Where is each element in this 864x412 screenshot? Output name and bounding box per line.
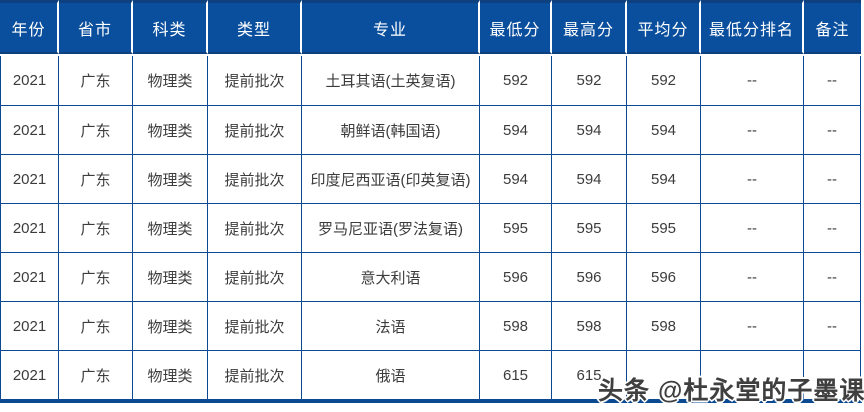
cell-max-score: 594 (552, 105, 627, 154)
cell-major: 土耳其语(土英复语) (302, 56, 480, 105)
column-header-province: 省市 (59, 0, 133, 54)
cell-min-score-rank: -- (701, 154, 804, 203)
cell-subject-category: 物理类 (133, 154, 208, 203)
admission-score-table: 年份 省市 科类 类型 专业 最低分 最高分 平均分 最低分排名 备注 2021… (0, 0, 862, 403)
cell-major: 罗马尼亚语(罗法复语) (302, 203, 480, 252)
column-header-max-score: 最高分 (552, 0, 627, 54)
cell-province: 广东 (59, 350, 133, 399)
cell-type: 提前批次 (208, 203, 302, 252)
cell-avg-score: 592 (627, 56, 701, 105)
cell-major: 法语 (302, 301, 480, 350)
cell-province: 广东 (59, 252, 133, 301)
cell-min-score-rank: -- (701, 301, 804, 350)
cell-year: 2021 (0, 301, 59, 350)
cell-min-score: 595 (480, 203, 552, 252)
cell-year: 2021 (0, 105, 59, 154)
cell-remark (804, 350, 861, 399)
cell-subject-category: 物理类 (133, 252, 208, 301)
cell-remark: -- (804, 154, 861, 203)
cell-avg-score: 598 (627, 301, 701, 350)
cell-remark: -- (804, 105, 861, 154)
cell-type: 提前批次 (208, 56, 302, 105)
cell-major: 印度尼西亚语(印英复语) (302, 154, 480, 203)
cell-max-score: 596 (552, 252, 627, 301)
table-body: 2021 广东 物理类 提前批次 土耳其语(土英复语) 592 592 592 … (0, 56, 862, 403)
cell-min-score-rank: -- (701, 56, 804, 105)
column-header-min-score-rank: 最低分排名 (701, 0, 804, 54)
table-row: 2021 广东 物理类 提前批次 俄语 615 615 (0, 350, 862, 399)
column-header-avg-score: 平均分 (627, 0, 701, 54)
cell-subject-category: 物理类 (133, 350, 208, 399)
watermark-text: 头条 @杜永堂的子墨课堂 (598, 377, 864, 405)
cell-year: 2021 (0, 203, 59, 252)
column-header-subject-category: 科类 (133, 0, 208, 54)
cell-min-score: 615 (480, 350, 552, 399)
table-row: 2021 广东 物理类 提前批次 土耳其语(土英复语) 592 592 592 … (0, 56, 862, 105)
cell-max-score: 592 (552, 56, 627, 105)
cell-province: 广东 (59, 56, 133, 105)
cell-major: 意大利语 (302, 252, 480, 301)
cell-remark: -- (804, 56, 861, 105)
table-row: 2021 广东 物理类 提前批次 意大利语 596 596 596 -- -- (0, 252, 862, 301)
cell-min-score: 596 (480, 252, 552, 301)
cell-remark: -- (804, 252, 861, 301)
cell-avg-score: 594 (627, 105, 701, 154)
cell-remark: -- (804, 203, 861, 252)
cell-min-score: 598 (480, 301, 552, 350)
cell-year: 2021 (0, 350, 59, 399)
cell-avg-score: 595 (627, 203, 701, 252)
table-header-row: 年份 省市 科类 类型 专业 最低分 最高分 平均分 最低分排名 备注 (0, 0, 861, 54)
cell-subject-category: 物理类 (133, 203, 208, 252)
cell-major: 朝鲜语(韩国语) (302, 105, 480, 154)
cell-year: 2021 (0, 56, 59, 105)
table-row: 2021 广东 物理类 提前批次 法语 598 598 598 -- -- (0, 301, 862, 350)
cell-type: 提前批次 (208, 252, 302, 301)
column-header-year: 年份 (0, 0, 59, 54)
cell-subject-category: 物理类 (133, 301, 208, 350)
cell-major: 俄语 (302, 350, 480, 399)
table-row: 2021 广东 物理类 提前批次 朝鲜语(韩国语) 594 594 594 --… (0, 105, 862, 154)
cell-min-score: 592 (480, 56, 552, 105)
cell-type: 提前批次 (208, 350, 302, 399)
column-header-remark: 备注 (804, 0, 861, 54)
column-header-type: 类型 (208, 0, 302, 54)
cell-min-score: 594 (480, 105, 552, 154)
cell-min-score: 594 (480, 154, 552, 203)
cell-min-score-rank (701, 350, 804, 399)
cell-max-score: 615 (552, 350, 627, 399)
cell-province: 广东 (59, 154, 133, 203)
cell-max-score: 594 (552, 154, 627, 203)
table-row: 2021 广东 物理类 提前批次 印度尼西亚语(印英复语) 594 594 59… (0, 154, 862, 203)
cell-subject-category: 物理类 (133, 105, 208, 154)
cell-avg-score (627, 350, 701, 399)
cell-remark: -- (804, 301, 861, 350)
cell-min-score-rank: -- (701, 252, 804, 301)
cell-min-score-rank: -- (701, 105, 804, 154)
cell-max-score: 595 (552, 203, 627, 252)
cell-avg-score: 596 (627, 252, 701, 301)
cell-type: 提前批次 (208, 154, 302, 203)
cell-type: 提前批次 (208, 105, 302, 154)
cell-year: 2021 (0, 252, 59, 301)
cell-type: 提前批次 (208, 301, 302, 350)
table-row: 2021 广东 物理类 提前批次 罗马尼亚语(罗法复语) 595 595 595… (0, 203, 862, 252)
cell-province: 广东 (59, 301, 133, 350)
toutiao-watermark: 头条 @杜永堂的子墨课堂 (598, 371, 864, 407)
cell-subject-category: 物理类 (133, 56, 208, 105)
cell-avg-score: 594 (627, 154, 701, 203)
cell-province: 广东 (59, 203, 133, 252)
cell-max-score: 598 (552, 301, 627, 350)
column-header-min-score: 最低分 (480, 0, 552, 54)
cell-year: 2021 (0, 154, 59, 203)
cell-province: 广东 (59, 105, 133, 154)
column-header-major: 专业 (302, 0, 480, 54)
cell-min-score-rank: -- (701, 203, 804, 252)
